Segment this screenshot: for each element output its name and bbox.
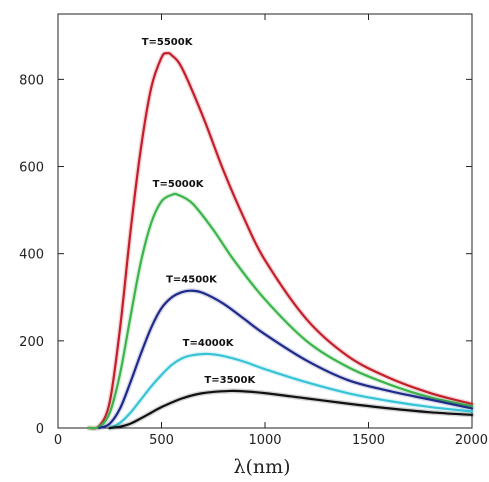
- series-line: [87, 51, 474, 430]
- series-line: [98, 289, 474, 430]
- curve-labels-layer: T=5500K T=5000K T=4500K T=4000K T=3500K: [142, 37, 257, 386]
- series-line: [108, 352, 474, 430]
- series-line: [87, 192, 474, 430]
- ticks-layer: 0 500 1000 1500 2000 0 200 400 600 800: [19, 14, 488, 448]
- y-tick-label: 400: [19, 248, 44, 263]
- curves-layer: [86, 50, 475, 431]
- x-tick-label: 0: [54, 433, 62, 448]
- x-tick-label: 2000: [455, 433, 488, 448]
- series-label: T=5000K: [153, 179, 205, 190]
- y-tick-label: 0: [36, 422, 44, 437]
- x-axis-label: λ(nm): [233, 456, 290, 478]
- x-tick-label: 1500: [352, 433, 385, 448]
- series-label: T=4000K: [183, 338, 235, 349]
- y-tick-label: 800: [19, 73, 44, 88]
- y-tick-label: 600: [19, 161, 44, 176]
- series-label: T=5500K: [142, 37, 194, 48]
- series-label: T=4500K: [166, 275, 218, 286]
- x-tick-label: 1000: [248, 433, 281, 448]
- series-label: T=3500K: [204, 375, 256, 386]
- y-tick-label: 200: [19, 335, 44, 350]
- x-tick-label: 500: [149, 433, 174, 448]
- series-line: [108, 389, 474, 430]
